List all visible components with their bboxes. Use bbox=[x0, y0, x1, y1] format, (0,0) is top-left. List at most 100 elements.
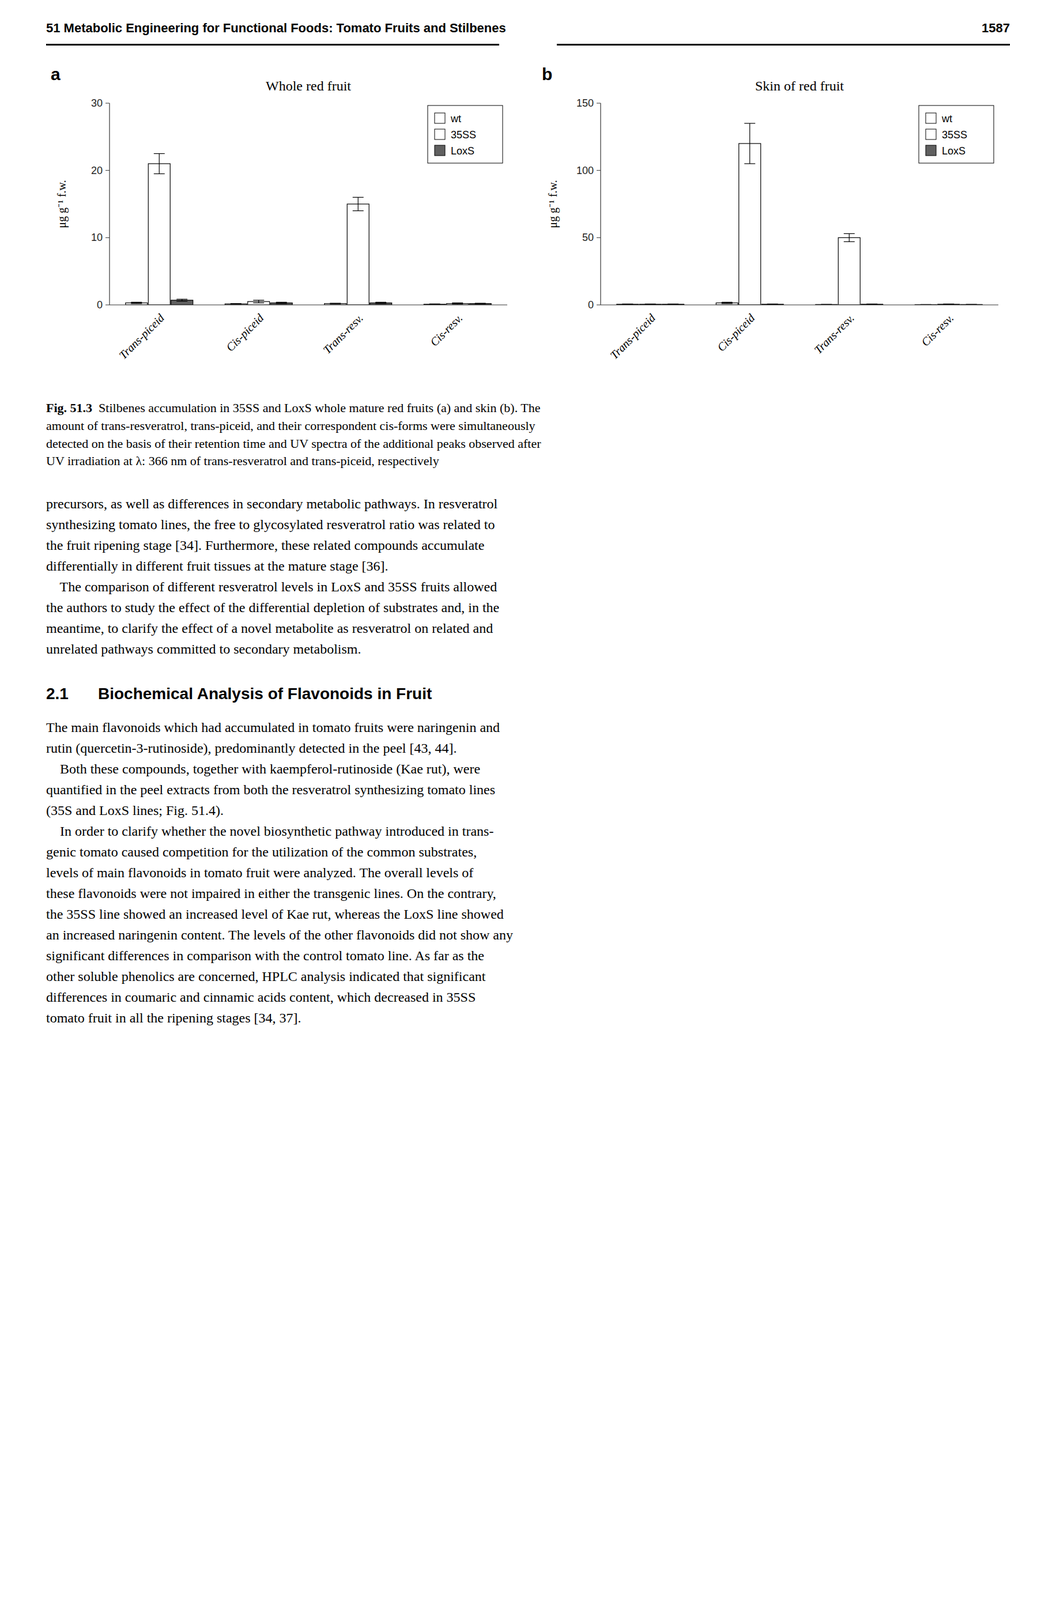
error-cap bbox=[153, 173, 165, 175]
error-cap bbox=[843, 241, 855, 243]
header-right: 1587 bbox=[981, 20, 1010, 36]
error-bar bbox=[721, 302, 733, 304]
header-rule-segment bbox=[556, 43, 1010, 46]
error-cap bbox=[276, 302, 288, 303]
body-paragraph: The main flavonoids which had accumulate… bbox=[46, 717, 1010, 1029]
y-tick-label: 10 bbox=[91, 231, 103, 244]
error-cap bbox=[721, 303, 733, 304]
header-rule-segment bbox=[46, 43, 500, 46]
error-cap bbox=[130, 303, 142, 304]
y-tick bbox=[596, 103, 601, 104]
y-axis-line bbox=[600, 103, 601, 305]
error-cap bbox=[176, 300, 188, 302]
error-bar bbox=[744, 123, 756, 164]
x-tick-label: Cis-piceid bbox=[223, 310, 267, 354]
error-cap bbox=[866, 303, 878, 305]
error-bar bbox=[474, 303, 486, 304]
legend-swatch bbox=[925, 145, 937, 156]
error-cap bbox=[744, 122, 756, 124]
error-cap bbox=[621, 303, 633, 305]
x-tick-label: Cis-piceid bbox=[714, 310, 758, 354]
bar bbox=[838, 237, 861, 305]
error-cap bbox=[352, 210, 364, 211]
legend-label: LoxS bbox=[450, 145, 475, 157]
x-tick-label: Trans-piceid bbox=[116, 310, 168, 362]
y-tick bbox=[596, 237, 601, 239]
y-tick-label: 50 bbox=[582, 231, 594, 244]
error-line bbox=[258, 300, 259, 304]
legend-swatch bbox=[925, 129, 937, 140]
error-bar bbox=[153, 153, 165, 175]
error-cap bbox=[843, 233, 855, 235]
error-bar bbox=[329, 303, 341, 304]
bar-chart: aWhole red fruitμg g⁻¹ f.w.0102030Trans-… bbox=[46, 62, 519, 386]
header-rule bbox=[46, 43, 1010, 46]
y-axis-line bbox=[108, 103, 110, 305]
panel-label: a bbox=[50, 64, 61, 84]
y-tick-label: 0 bbox=[587, 299, 594, 311]
y-tick-label: 30 bbox=[91, 97, 103, 109]
error-cap bbox=[667, 303, 679, 305]
caption-text: Stilbenes accumulation in 35SS and LoxS … bbox=[46, 400, 542, 469]
x-axis-line bbox=[109, 304, 508, 305]
error-cap bbox=[744, 163, 756, 164]
legend-swatch bbox=[434, 145, 445, 156]
error-cap bbox=[474, 302, 486, 304]
error-cap bbox=[375, 302, 387, 303]
legend-swatch bbox=[434, 129, 445, 140]
error-line bbox=[849, 233, 850, 242]
error-cap bbox=[276, 303, 288, 304]
plot-marks bbox=[125, 153, 492, 306]
legend: wt35SSLoxS bbox=[427, 105, 503, 164]
error-cap bbox=[230, 303, 242, 305]
bar bbox=[738, 143, 761, 305]
error-cap bbox=[230, 303, 242, 304]
y-tick bbox=[596, 304, 601, 306]
y-tick-label: 150 bbox=[576, 97, 594, 109]
y-axis-label: μg g⁻¹ f.w. bbox=[546, 179, 560, 229]
y-axis-label: μg g⁻¹ f.w. bbox=[55, 179, 69, 229]
error-cap bbox=[329, 302, 341, 304]
y-tick-label: 20 bbox=[91, 164, 103, 177]
error-cap bbox=[329, 303, 341, 305]
error-bar bbox=[375, 302, 387, 304]
x-tick-label: Cis-resv. bbox=[918, 311, 957, 349]
y-tick bbox=[596, 170, 601, 171]
bar bbox=[148, 163, 171, 305]
error-line bbox=[159, 153, 160, 175]
page-header: 51 Metabolic Engineering for Functional … bbox=[46, 20, 1010, 36]
error-cap bbox=[451, 303, 463, 305]
plot-marks bbox=[616, 123, 983, 305]
error-bar bbox=[130, 302, 142, 304]
legend-frame bbox=[427, 105, 503, 164]
x-tick-label: Trans-resv. bbox=[320, 311, 366, 357]
error-cap bbox=[721, 302, 733, 303]
charts-row: aWhole red fruitμg g⁻¹ f.w.0102030Trans-… bbox=[46, 62, 1010, 386]
error-cap bbox=[474, 303, 486, 305]
x-tick-label: Cis-resv. bbox=[427, 311, 466, 349]
error-cap bbox=[253, 302, 264, 304]
error-cap bbox=[767, 303, 779, 305]
y-tick bbox=[105, 237, 110, 239]
error-cap bbox=[253, 299, 264, 301]
error-cap bbox=[645, 303, 656, 305]
bar bbox=[171, 300, 194, 305]
error-bar bbox=[253, 300, 264, 304]
section-number: 2.1 bbox=[46, 684, 98, 704]
caption-label: Fig. 51.3 bbox=[46, 400, 93, 416]
legend-label: LoxS bbox=[941, 145, 966, 157]
figure-caption: Fig. 51.3 Stilbenes accumulation in 35SS… bbox=[46, 399, 1010, 471]
error-cap bbox=[375, 303, 387, 304]
legend-frame bbox=[918, 105, 994, 164]
legend-label: 35SS bbox=[450, 129, 477, 141]
legend-swatch bbox=[925, 112, 937, 124]
error-cap bbox=[176, 298, 188, 300]
y-tick bbox=[105, 304, 110, 306]
error-line bbox=[357, 197, 359, 211]
error-bar bbox=[843, 233, 855, 242]
error-line bbox=[749, 123, 750, 164]
error-bar bbox=[352, 197, 364, 211]
error-bar bbox=[276, 302, 288, 304]
legend: wt35SSLoxS bbox=[918, 105, 994, 164]
header-left: 51 Metabolic Engineering for Functional … bbox=[46, 20, 507, 36]
